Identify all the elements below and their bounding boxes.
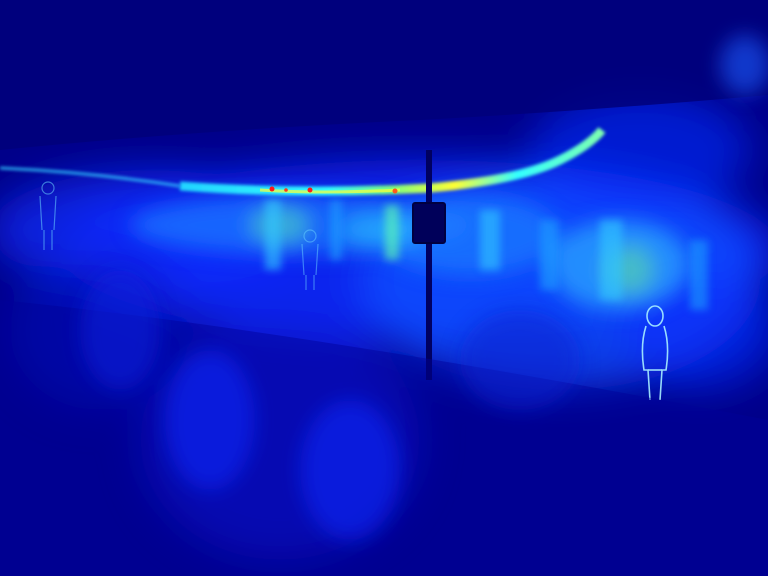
person-silhouette-left: [39, 181, 57, 250]
person-silhouette-right: [641, 305, 669, 401]
canopy-left-line: [0, 166, 181, 188]
storefront-streaks: [265, 200, 708, 310]
sign-box: [412, 202, 446, 244]
edge-hotspots: [269, 186, 398, 194]
top-right-glow: [720, 35, 768, 95]
sign-pole: [426, 150, 432, 380]
lower-ghosts: [80, 270, 580, 540]
person-silhouette-center: [301, 229, 319, 290]
ceiling-band: [0, 0, 768, 150]
